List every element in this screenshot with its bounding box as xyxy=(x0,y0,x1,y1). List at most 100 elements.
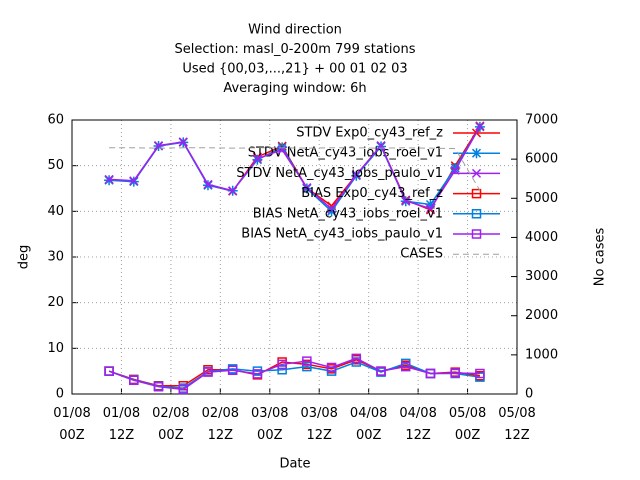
x-tick-label-line: 04/08 xyxy=(350,406,387,421)
x-tick-label: 05/08 12Z xyxy=(498,406,535,443)
x-tick-label: 02/08 12Z xyxy=(202,406,239,443)
marker xyxy=(376,366,386,376)
chart-title: Selection: masl_0-200m 799 stations xyxy=(175,42,416,57)
x-tick-label: 03/08 12Z xyxy=(300,406,337,443)
marker xyxy=(104,174,114,184)
marker xyxy=(475,368,485,379)
marker xyxy=(203,179,213,189)
legend-marker xyxy=(471,209,482,219)
marker xyxy=(228,186,238,196)
x-tick-label-line: 04/08 xyxy=(399,406,436,421)
plot-frame xyxy=(71,119,518,395)
series-line xyxy=(108,358,481,387)
x-tick-label-line: 01/08 xyxy=(53,406,90,421)
legend-label: STDV NetA_cy43_iobs_roel_v1 xyxy=(248,146,443,161)
series-line xyxy=(108,357,480,391)
marker xyxy=(327,204,337,214)
y2-tick-label: 5000 xyxy=(525,191,558,206)
legend-label: BIAS NetA_cy43_iobs_roel_v1 xyxy=(253,206,443,221)
series-line xyxy=(108,361,481,389)
x-tick-label-line: 03/08 xyxy=(300,406,337,421)
y2-tick-label: 1000 xyxy=(525,347,558,362)
x-tick-label-line: 12Z xyxy=(405,428,431,443)
marker xyxy=(425,204,436,214)
marker xyxy=(401,196,411,206)
marker xyxy=(351,357,362,367)
x-tick-label: 01/08 00Z xyxy=(53,406,90,443)
marker xyxy=(351,170,361,180)
x-tick-label-line: 00Z xyxy=(59,428,85,443)
x-tick-label-line: 12Z xyxy=(208,428,234,443)
y-tick-label: 10 xyxy=(47,341,64,356)
marker xyxy=(178,137,188,147)
legend-marker xyxy=(471,168,482,178)
x-tick-label: 03/08 00Z xyxy=(251,406,288,443)
legend-label: STDV Exp0_cy43_ref_z xyxy=(296,126,443,141)
marker xyxy=(450,162,461,173)
marker xyxy=(475,121,485,131)
y-tick-label: 20 xyxy=(47,295,64,310)
y-tick-label: 30 xyxy=(47,250,64,265)
marker xyxy=(178,384,188,395)
x-axis-label: Date xyxy=(279,457,310,472)
x-tick-label: 05/08 00Z xyxy=(449,406,486,443)
marker xyxy=(401,361,411,372)
marker xyxy=(326,206,337,217)
marker xyxy=(302,183,312,193)
marker xyxy=(227,365,238,376)
x-tick-label-line: 01/08 xyxy=(103,406,140,421)
chart-title: Used {00,03,...,21} + 00 01 02 03 xyxy=(182,62,407,77)
legend-marker xyxy=(471,229,482,239)
legend-marker xyxy=(471,188,482,199)
y2-axis-label: No cases xyxy=(593,228,608,287)
marker xyxy=(425,368,436,379)
x-tick-label: 04/08 12Z xyxy=(399,406,436,443)
y2-tick-label: 7000 xyxy=(525,113,558,128)
marker xyxy=(351,353,362,364)
marker xyxy=(302,356,312,366)
legend-label: BIAS NetA_cy43_iobs_paulo_v1 xyxy=(241,227,443,242)
marker xyxy=(252,154,262,164)
x-tick-label-line: 00Z xyxy=(158,428,184,443)
x-tick-label-line: 03/08 xyxy=(251,406,288,421)
chart-title: Wind direction xyxy=(248,23,342,38)
y2-tick-label: 4000 xyxy=(525,230,558,245)
x-tick-label-line: 05/08 xyxy=(498,406,535,421)
legend-label: BIAS Exp0_cy43_ref_z xyxy=(301,186,443,201)
series-line xyxy=(109,126,481,211)
x-tick-label-line: 02/08 xyxy=(202,406,239,421)
legend-label: STDV NetA_cy43_iobs_paulo_v1 xyxy=(236,166,443,181)
marker xyxy=(450,368,460,378)
x-tick-label-line: 12Z xyxy=(306,428,332,443)
x-tick-label-line: 12Z xyxy=(504,428,530,443)
y2-tick-label: 6000 xyxy=(525,152,558,167)
marker xyxy=(326,362,337,373)
y2-tick-label: 2000 xyxy=(525,308,558,323)
y2-tick-label: 3000 xyxy=(525,269,558,284)
x-tick-label-line: 00Z xyxy=(257,428,283,443)
marker xyxy=(277,365,287,375)
x-tick-label: 02/08 00Z xyxy=(152,406,189,443)
marker xyxy=(302,361,312,372)
x-tick-label: 01/08 12Z xyxy=(103,406,140,443)
marker xyxy=(277,145,287,155)
legend-marker xyxy=(471,148,482,159)
marker xyxy=(425,199,436,210)
marker xyxy=(104,366,114,376)
x-tick-label-line: 12Z xyxy=(109,428,135,443)
y-axis-label: deg xyxy=(17,245,32,270)
marker xyxy=(153,381,164,392)
y-tick-label: 40 xyxy=(47,204,64,219)
legend-label: CASES xyxy=(400,247,443,262)
marker xyxy=(475,372,485,382)
marker xyxy=(277,359,287,370)
marker xyxy=(252,369,263,379)
series-line xyxy=(109,147,481,191)
marker xyxy=(203,367,213,377)
y-tick-label: 0 xyxy=(56,387,64,402)
x-tick-label-line: 00Z xyxy=(356,428,382,443)
x-tick-label-line: 02/08 xyxy=(152,406,189,421)
y2-tick-label: 0 xyxy=(525,387,533,402)
